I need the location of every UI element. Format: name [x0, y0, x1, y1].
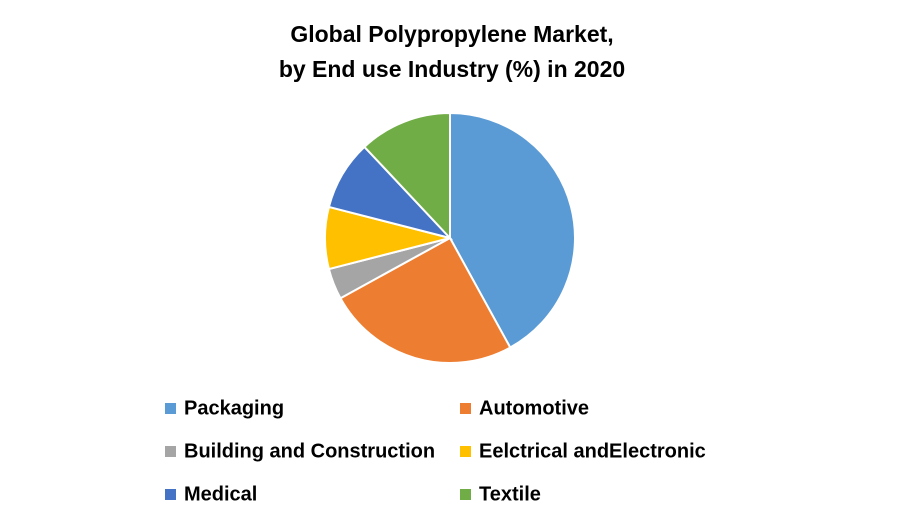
legend-label: Medical [184, 483, 257, 505]
pie-slice [339, 236, 512, 364]
legend-swatch [460, 403, 471, 414]
legend-swatch [165, 403, 176, 414]
legend-swatch [460, 446, 471, 457]
legend-swatch [165, 489, 176, 500]
legend-label: Eelctrical andElectronic [479, 440, 706, 462]
legend-label: Packaging [184, 397, 284, 419]
legend-label: Automotive [479, 397, 589, 419]
pie-slice [363, 111, 451, 241]
pie-slice [449, 111, 576, 349]
legend-swatch [460, 489, 471, 500]
chart-title: Global Polypropylene Market, [290, 21, 613, 47]
legend-swatch [165, 446, 176, 457]
legend-label: Textile [479, 483, 541, 505]
chart-subtitle: by End use Industry (%) in 2020 [279, 56, 625, 82]
legend-label: Building and Construction [184, 440, 435, 462]
